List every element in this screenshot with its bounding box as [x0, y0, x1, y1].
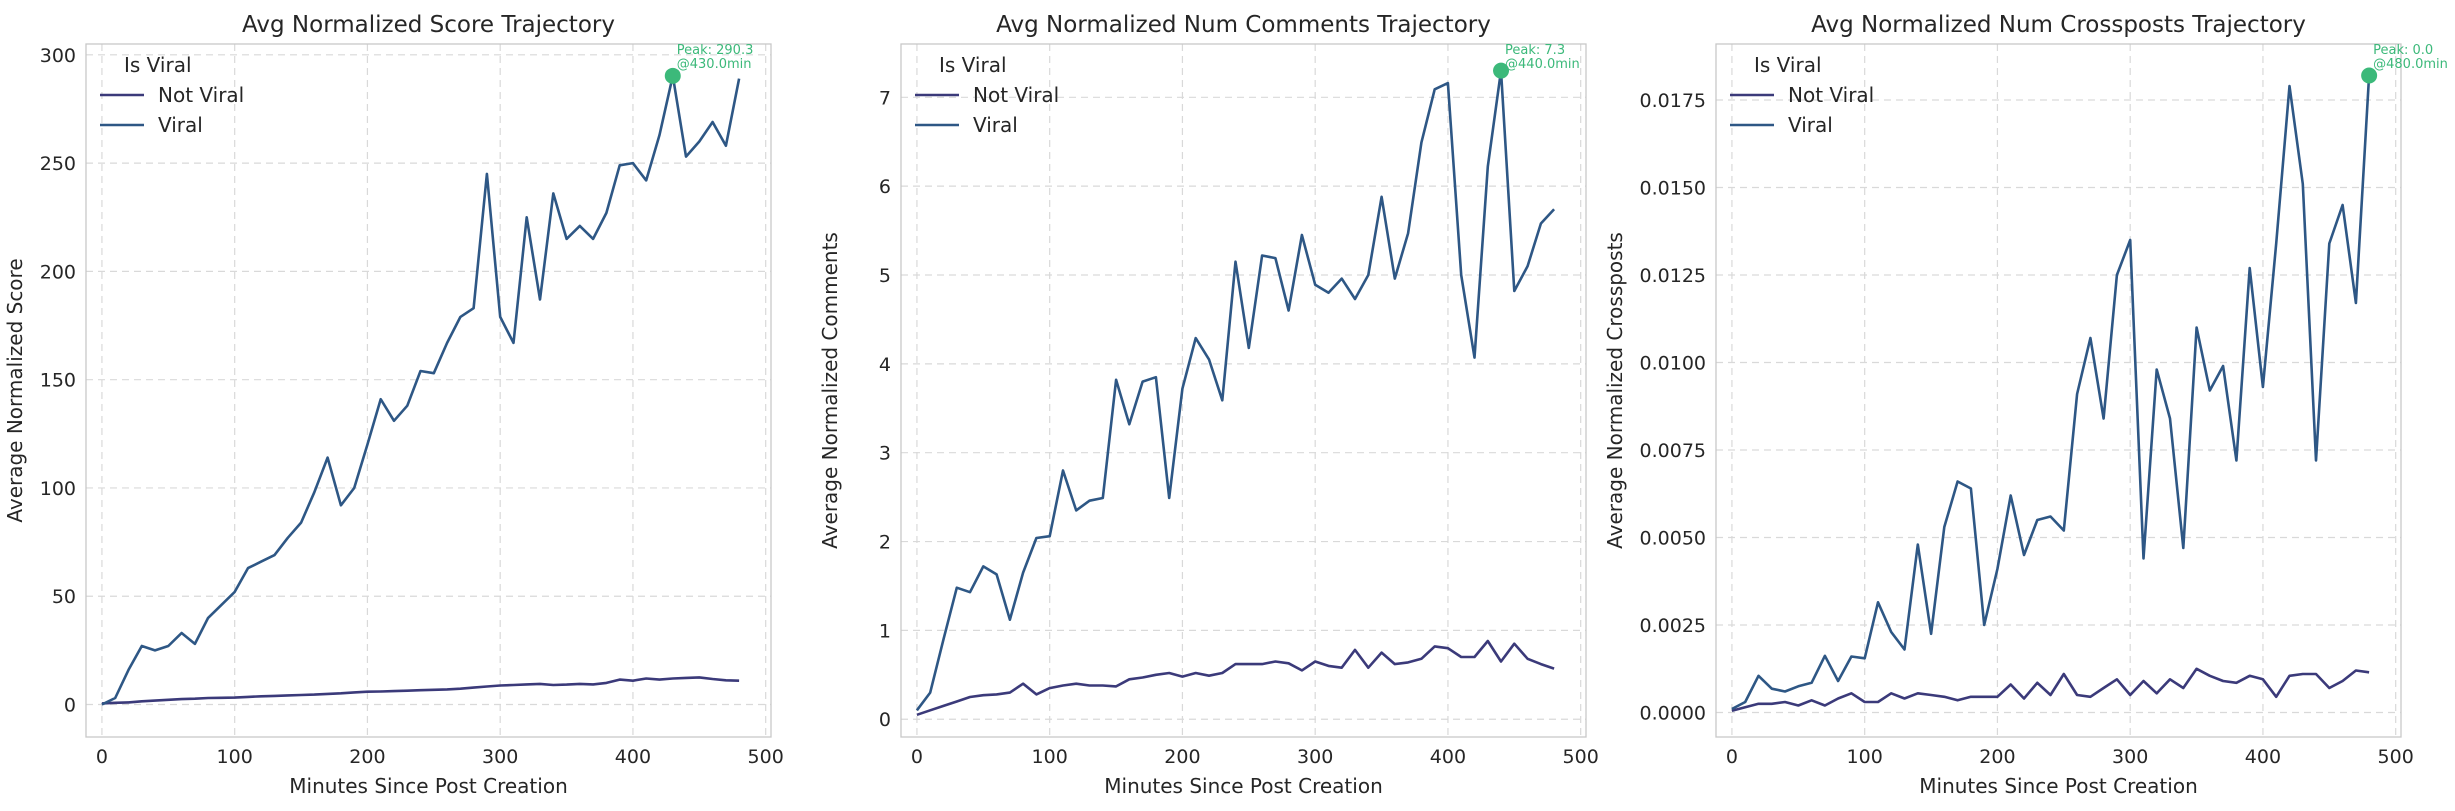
peak-label: Peak: 290.3 — [677, 43, 754, 58]
y-tick-label: 0.0050 — [1640, 528, 1706, 550]
y-tick-label: 6 — [879, 176, 891, 198]
x-tick-label: 200 — [1164, 746, 1200, 768]
y-tick-label: 50 — [52, 586, 76, 608]
x-tick-label: 100 — [1032, 746, 1068, 768]
y-tick-label: 7 — [879, 87, 891, 109]
series-line-not-viral — [101, 676, 740, 705]
x-tick-label: 500 — [748, 746, 784, 768]
legend-entry-label: Not Viral — [973, 83, 1059, 107]
x-tick-label: 100 — [217, 746, 253, 768]
y-axis-label: Average Normalized Comments — [818, 232, 842, 549]
plot-frame — [900, 43, 1587, 738]
y-tick-label: 0.0175 — [1640, 90, 1706, 112]
y-tick-label: 0.0000 — [1640, 703, 1706, 725]
x-tick-label: 300 — [482, 746, 518, 768]
x-tick-label: 200 — [1979, 746, 2015, 768]
x-tick-label: 400 — [1430, 746, 1466, 768]
series-line-viral — [101, 74, 741, 706]
peak-sublabel: @430.0min — [677, 57, 752, 72]
y-tick-label: 300 — [40, 45, 76, 67]
y-tick-label: 150 — [40, 370, 76, 392]
y-tick-label: 5 — [879, 265, 891, 287]
peak-sublabel: @480.0min — [2373, 57, 2448, 72]
chart-title: Avg Normalized Num Comments Trajectory — [996, 12, 1491, 38]
plot-frame — [1715, 43, 2402, 738]
x-axis-label: Minutes Since Post Creation — [289, 774, 568, 798]
y-tick-label: 100 — [40, 478, 76, 500]
legend-entry-label: Viral — [1788, 113, 1833, 137]
y-tick-label: 2 — [879, 532, 891, 554]
chart-panel-1: 0 100 200 300 400 500 0 50 100 150 200 250 300 Avg No… — [3, 12, 784, 798]
series-line-viral — [1731, 75, 2371, 711]
y-axis-label: Average Normalized Score — [3, 258, 27, 522]
series-line-not-viral — [1731, 667, 2370, 713]
series-line-viral — [915, 69, 1556, 712]
x-tick-label: 500 — [2378, 746, 2414, 768]
legend-entry-label: Not Viral — [1788, 83, 1874, 107]
x-tick-label: 300 — [2112, 746, 2148, 768]
y-tick-label: 0 — [879, 709, 891, 731]
y-tick-label: 0.0100 — [1640, 353, 1706, 375]
peak-label: Peak: 0.0 — [2373, 43, 2433, 58]
y-tick-label: 0.0075 — [1640, 440, 1706, 462]
peak-marker — [2361, 67, 2378, 84]
x-tick-label: 400 — [2245, 746, 2281, 768]
legend-title: Is Viral — [1754, 53, 1822, 77]
legend-entry-label: Viral — [158, 113, 203, 137]
x-tick-label: 0 — [1726, 746, 1738, 768]
peak-marker — [664, 67, 681, 84]
x-tick-label: 0 — [96, 746, 108, 768]
chart-panel-3: 0 100 200 300 400 500 0.0000 0.0025 0.0050 0.0075… — [1603, 12, 2448, 798]
legend-title: Is Viral — [124, 53, 192, 77]
x-tick-label: 300 — [1297, 746, 1333, 768]
chart-panel-2: 0 100 200 300 400 500 0 1 2 3 4 5 6 7 Avg Normalized N… — [818, 12, 1599, 798]
x-tick-label: 400 — [615, 746, 651, 768]
y-tick-label: 0.0150 — [1640, 178, 1706, 200]
legend-entry-label: Viral — [973, 113, 1018, 137]
x-axis-label: Minutes Since Post Creation — [1104, 774, 1383, 798]
y-tick-label: 250 — [40, 153, 76, 175]
y-tick-label: 0.0025 — [1640, 615, 1706, 637]
y-tick-label: 200 — [40, 261, 76, 283]
x-tick-label: 200 — [349, 746, 385, 768]
peak-label: Peak: 7.3 — [1505, 43, 1565, 58]
x-tick-label: 100 — [1847, 746, 1883, 768]
x-tick-label: 500 — [1563, 746, 1599, 768]
legend-entry-label: Not Viral — [158, 83, 244, 107]
x-axis-label: Minutes Since Post Creation — [1919, 774, 2198, 798]
chart-title: Avg Normalized Num Crossposts Trajectory — [1811, 12, 2306, 38]
plot-frame — [85, 43, 772, 738]
y-tick-label: 0.0125 — [1640, 265, 1706, 287]
y-tick-label: 0 — [64, 695, 76, 717]
y-tick-label: 1 — [879, 620, 891, 642]
series-line-not-viral — [916, 639, 1555, 717]
peak-sublabel: @440.0min — [1505, 57, 1580, 72]
y-axis-label: Average Normalized Crossposts — [1603, 232, 1627, 549]
x-tick-label: 0 — [911, 746, 923, 768]
legend-title: Is Viral — [939, 53, 1007, 77]
y-tick-label: 3 — [879, 443, 891, 465]
peak-marker — [1493, 62, 1510, 79]
chart-title: Avg Normalized Score Trajectory — [242, 12, 615, 38]
y-tick-label: 4 — [879, 354, 891, 376]
